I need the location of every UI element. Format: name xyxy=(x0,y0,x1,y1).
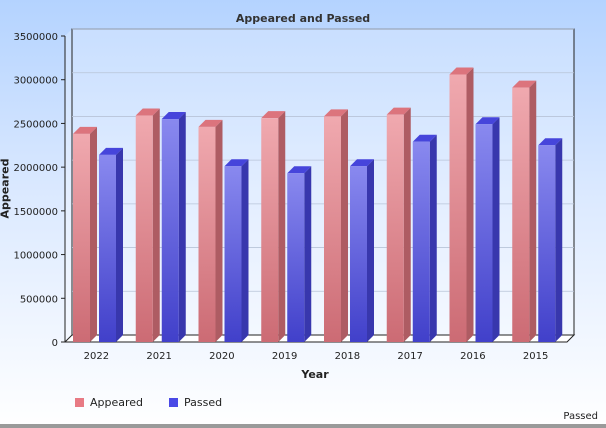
bar-side xyxy=(178,112,186,342)
legend-item-passed[interactable]: Passed xyxy=(169,396,222,409)
x-tick-label: 2018 xyxy=(335,351,360,362)
corner-note: Passed xyxy=(563,411,598,422)
bar-passed-2019 xyxy=(287,173,305,342)
bar-top xyxy=(161,112,186,120)
bar-top xyxy=(538,138,563,146)
x-axis-title: Year xyxy=(301,368,329,381)
bar-passed-2022 xyxy=(99,154,116,342)
plot-side-wall xyxy=(65,29,72,342)
y-tick-label: 1000000 xyxy=(13,251,58,262)
bar-appeared-2022 xyxy=(73,133,90,342)
bar-top xyxy=(350,159,374,167)
bar-side xyxy=(152,108,160,342)
bar-side xyxy=(304,166,312,342)
x-tick-label: 2016 xyxy=(460,351,485,362)
bar-side xyxy=(278,111,286,342)
bar-appeared-2020 xyxy=(198,126,216,342)
bar-side xyxy=(429,134,437,342)
bar-top xyxy=(99,147,123,155)
bar-top xyxy=(198,119,223,127)
y-tick-label: 0 xyxy=(52,338,58,349)
bar-side xyxy=(215,119,223,342)
bar-side xyxy=(116,147,123,342)
bar-appeared-2015 xyxy=(512,87,530,342)
bar-passed-2016 xyxy=(475,124,493,342)
bar-appeared-2019 xyxy=(261,118,279,342)
y-tick-label: 2000000 xyxy=(13,163,58,174)
legend-label-appeared: Appeared xyxy=(90,396,144,409)
bar-side xyxy=(555,138,563,342)
x-tick-label: 2022 xyxy=(84,351,109,362)
bar-side xyxy=(367,159,374,342)
bar-top xyxy=(475,117,500,125)
x-tick-label: 2019 xyxy=(272,351,297,362)
chart-title: Appeared and Passed xyxy=(235,12,371,25)
bar-top xyxy=(512,80,537,88)
legend-swatch-appeared xyxy=(75,398,84,407)
y-tick-label: 3000000 xyxy=(13,76,58,87)
bar-passed-2017 xyxy=(412,141,430,342)
bar-top xyxy=(135,108,160,116)
bar-passed-2015 xyxy=(538,145,556,342)
x-tick-label: 2021 xyxy=(146,351,171,362)
legend-swatch-passed xyxy=(169,398,179,407)
bar-top xyxy=(324,109,348,117)
y-axis-title: Appeared xyxy=(0,158,12,219)
bar-side xyxy=(403,107,411,342)
bottom-divider xyxy=(0,424,606,428)
bar-passed-2021 xyxy=(161,119,179,342)
y-tick-label: 500000 xyxy=(20,294,58,305)
bar-side xyxy=(90,126,97,342)
bar-top xyxy=(261,111,286,119)
bar-top xyxy=(386,107,411,115)
bar-appeared-2016 xyxy=(449,74,467,343)
x-tick-label: 2015 xyxy=(523,351,548,362)
bar-appeared-2018 xyxy=(324,116,341,342)
bar-passed-2020 xyxy=(224,166,242,342)
chart-legend: Appeared Passed xyxy=(75,396,222,409)
bar-passed-2018 xyxy=(350,166,367,342)
legend-label-passed: Passed xyxy=(184,396,223,409)
bar-appeared-2021 xyxy=(135,115,153,342)
bar-side xyxy=(529,80,537,342)
x-tick-label: 2017 xyxy=(397,351,422,362)
bar-top xyxy=(224,159,249,167)
bar-top xyxy=(287,166,312,174)
bar-side xyxy=(241,159,249,342)
bar-appeared-2017 xyxy=(386,114,404,342)
bar-side xyxy=(492,117,500,342)
x-tick-label: 2020 xyxy=(209,351,234,362)
y-tick-label: 1500000 xyxy=(13,207,58,218)
bar-top xyxy=(449,67,474,75)
bar-top xyxy=(73,126,97,134)
bar-side xyxy=(466,67,474,343)
bar-top xyxy=(412,134,437,142)
y-tick-label: 3500000 xyxy=(13,32,58,43)
y-tick-label: 2500000 xyxy=(13,119,58,130)
legend-item-appeared[interactable]: Appeared xyxy=(75,396,143,409)
bar-side xyxy=(341,109,348,342)
